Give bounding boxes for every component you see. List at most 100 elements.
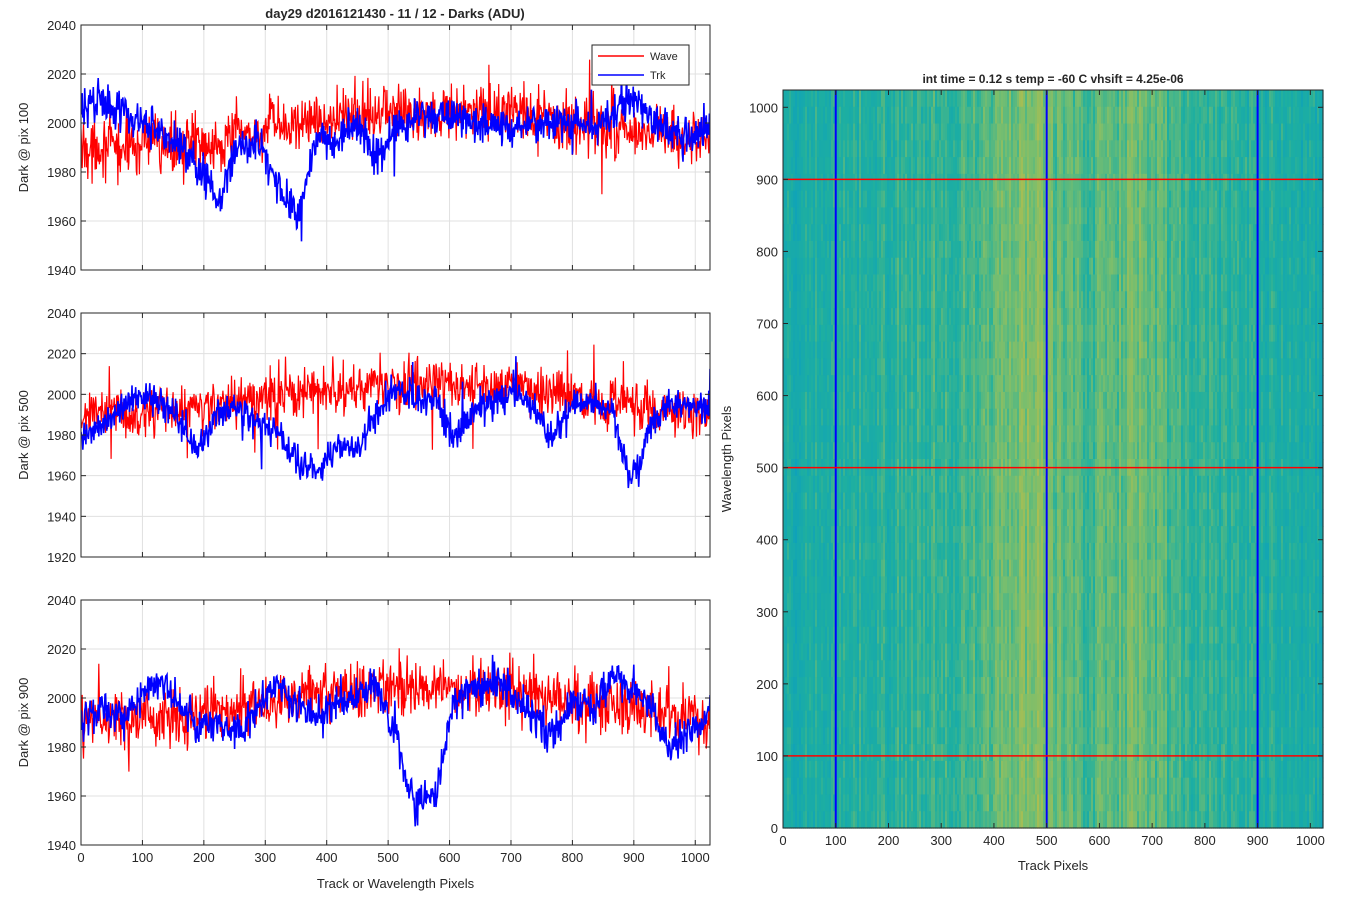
heatmap-cell [789,643,792,661]
heatmap-cell [931,492,934,510]
y-tick-label: 2020 [47,67,76,82]
heatmap-cell [793,677,796,695]
heatmap-cell [855,408,858,427]
heatmap-cell [871,173,874,192]
heatmap-cell [935,609,938,628]
heatmap-cell [821,677,824,695]
heatmap-cell [817,727,820,745]
heatmap-cell [837,811,840,829]
heatmap-cell [877,559,880,578]
heatmap-cell [801,710,804,728]
heatmap-cell [883,408,886,427]
heatmap-cell [823,106,826,125]
heatmap-cell [917,358,920,376]
heatmap-cell [843,509,846,527]
heatmap-cell [879,509,882,527]
heatmap-cell [937,157,940,175]
heatmap-cell [791,408,794,427]
heatmap-cell [883,442,886,460]
heatmap-cell [861,358,864,376]
heatmap-cell [847,475,850,494]
heatmap-cell [799,727,802,745]
heatmap-cell [833,727,836,745]
heatmap-cell [913,190,916,209]
heatmap-cell [843,643,846,661]
heatmap-cell [887,274,890,292]
heatmap-cell [839,240,842,259]
heatmap-cell [869,626,872,645]
heatmap-cell [879,794,882,812]
heatmap-cell [905,509,908,527]
heatmap-cell [837,475,840,494]
heatmap-cell [815,408,818,427]
heatmap-cell [811,442,814,460]
heatmap-cell [909,442,912,460]
heatmap-cell [783,777,786,796]
heatmap-cell [785,794,788,812]
heatmap-cell [907,157,910,175]
heatmap-cell [897,794,900,812]
heatmap-cell [889,240,892,259]
heatmap-cell [907,744,910,762]
heatmap-cell [809,190,812,209]
heatmap-cell [867,811,870,829]
heatmap-cell [799,224,802,242]
heatmap-cell [927,157,930,175]
heatmap-cell [827,190,830,209]
heatmap-cell [819,760,822,779]
heatmap-cell [927,609,930,628]
heatmap-cell [859,559,862,578]
heatmap-cell [871,123,874,141]
heatmap-cell [857,727,860,745]
heatmap-cell [867,308,870,326]
heatmap-cell [797,207,800,225]
heatmap-cell [829,727,832,745]
heatmap-cell [831,760,834,779]
heatmap-cell [915,106,918,125]
heatmap-cell [859,509,862,527]
heatmap-cell [881,811,884,829]
heatmap-cell [903,207,906,225]
heatmap-cell [917,324,920,343]
heatmap-cell [799,609,802,628]
y-tick-label: 1960 [47,469,76,484]
heatmap-cell [837,660,840,678]
heatmap-cell [871,710,874,728]
heatmap-cell [943,391,946,410]
heatmap-cell [825,693,828,712]
heatmap-cell [803,341,806,359]
heatmap-cell [827,341,830,359]
heatmap-cell [829,509,832,527]
heatmap-cell [811,542,814,561]
heatmap-cell [821,526,824,544]
heatmap-cell [897,391,900,410]
heatmap-cell [899,207,902,225]
heatmap-cell [871,626,874,645]
heatmap-cell [903,660,906,678]
heatmap-cell [895,609,898,628]
heatmap-cell [895,475,898,494]
heatmap-cell [901,291,904,309]
heatmap-cell [801,693,804,712]
heatmap-cell [891,140,894,158]
heatmap-cell [933,777,936,796]
heatmap-cell [941,777,944,796]
heatmap-cell [873,391,876,410]
heatmap-cell [875,425,878,443]
heatmap-cell [831,408,834,427]
heatmap-cell [819,693,822,712]
heatmap-cell [799,794,802,812]
heatmap-cell [893,643,896,661]
heatmap-cell [795,794,798,812]
heatmap-cell [893,240,896,259]
heatmap-cell [885,274,888,292]
heatmap-cell [799,559,802,578]
heatmap-cell [867,576,870,594]
heatmap-cell [903,626,906,645]
heatmap-cell [807,442,810,460]
heatmap-cell [845,375,848,393]
heatmap-cell [889,576,892,594]
heatmap-cell [847,526,850,544]
heatmap-cell [837,693,840,712]
heatmap-cell [907,559,910,578]
